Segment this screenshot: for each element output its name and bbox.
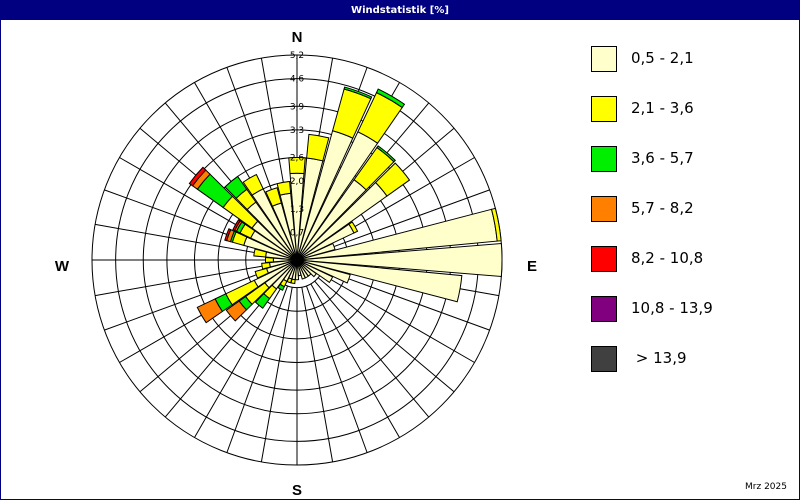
compass-west: W [55, 258, 70, 275]
wind-sector-segment [490, 207, 502, 242]
compass-east: E [527, 258, 537, 275]
wind-sector-segment [224, 228, 232, 242]
wind-sector-segment [296, 259, 351, 284]
grid-spoke [305, 285, 368, 453]
legend-swatch [591, 46, 617, 72]
ring-label: 2,6 [290, 154, 305, 164]
wind-sector-segment [375, 88, 406, 109]
wind-sector-segment [225, 300, 248, 322]
legend-label: 0,5 - 2,1 [631, 49, 694, 67]
wind-sector-segment [253, 248, 268, 258]
grid-spoke [320, 273, 475, 363]
grid-spoke [104, 268, 272, 331]
wind-sector-segment [296, 259, 463, 303]
wind-sector-segment [264, 256, 274, 264]
legend-swatch [591, 346, 617, 372]
wind-sector-segment [254, 292, 271, 309]
legend-item: 8,2 - 10,8 [591, 246, 771, 272]
wind-sector-segment [296, 243, 503, 277]
wind-sector-segment [296, 259, 334, 284]
ring-label: 0,7 [290, 228, 304, 238]
grid-spoke [322, 268, 490, 331]
grid-spoke [322, 189, 490, 252]
grid-spoke [310, 283, 400, 438]
wind-sector-segment [276, 180, 292, 196]
legend-swatch [591, 196, 617, 222]
ring-labels: 0,7 1,3 2,0 2,6 3,3 3,9 4,6 5,2 [290, 51, 305, 238]
ring-label: 4,6 [290, 75, 305, 85]
wind-sector-segment [242, 173, 264, 196]
compass-north: N [292, 29, 303, 46]
grid-spoke [301, 287, 334, 462]
center-dot [294, 257, 300, 263]
wind-sector-segment [224, 175, 248, 199]
wind-sector-segment [261, 262, 271, 270]
wind-sector-segment [196, 298, 224, 324]
legend-item: 3,6 - 5,7 [591, 146, 771, 172]
grid-spoke [314, 280, 430, 418]
grid-spoke [226, 285, 289, 453]
legend-swatch [591, 246, 617, 272]
wind-sectors [188, 86, 503, 324]
grid-spoke [194, 283, 284, 438]
legend-swatch [591, 296, 617, 322]
wind-sector-segment [343, 86, 373, 100]
legend-item: 2,1 - 3,6 [591, 96, 771, 122]
wind-sector-segment [296, 242, 336, 261]
wind-sector-segment [296, 259, 306, 280]
ring-label: 2,0 [290, 177, 305, 187]
wind-sector-segment [232, 219, 241, 232]
wind-sector-segment [374, 162, 411, 197]
window-title: Windstatistik [%] [1, 1, 799, 20]
grid-spoke [95, 264, 270, 297]
wind-sector-segment [306, 133, 330, 162]
ring-label: 5,2 [290, 51, 304, 61]
legend-label: 3,6 - 5,7 [631, 149, 694, 167]
ring-label: 3,3 [290, 126, 304, 136]
wind-sector-segment [254, 267, 269, 279]
wind-sector-segment [188, 166, 207, 187]
wind-sector-segment [265, 187, 282, 207]
legend-item: 5,7 - 8,2 [591, 196, 771, 222]
legend-item: 0,5 - 2,1 [591, 46, 771, 72]
wind-sector-segment [296, 259, 317, 278]
wind-sector-segment [348, 221, 359, 234]
footer-date: Mrz 2025 [745, 482, 787, 492]
legend-swatch [591, 146, 617, 172]
wind-sector-segment [376, 145, 396, 163]
compass-south: S [292, 482, 302, 499]
legend-label: 10,8 - 13,9 [631, 299, 713, 317]
legend-label: 2,1 - 3,6 [631, 99, 694, 117]
legend-swatch [591, 96, 617, 122]
grid-spoke [260, 287, 293, 462]
grid-spoke [95, 223, 270, 256]
ring-label: 1,3 [290, 205, 304, 215]
grid-spoke [317, 277, 455, 393]
ring-label: 3,9 [290, 102, 305, 112]
legend-item: > 13,9 [591, 346, 771, 372]
legend-label: 5,7 - 8,2 [631, 199, 694, 217]
wind-sector-segment [288, 156, 306, 175]
legend-item: 10,8 - 13,9 [591, 296, 771, 322]
legend-label: 8,2 - 10,8 [631, 249, 704, 267]
legend-label: > 13,9 [631, 349, 687, 367]
